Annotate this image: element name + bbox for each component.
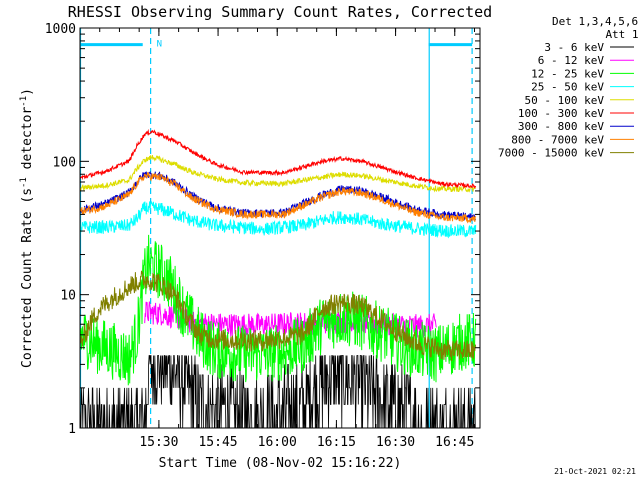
flag-label: N [157, 40, 162, 50]
y-tick-label: 1000 [45, 22, 76, 37]
series-line [79, 128, 477, 189]
x-tick-label: 16:45 [435, 435, 474, 450]
legend-label: 300 - 800 keV [518, 120, 604, 133]
legend-label: 800 - 7000 keV [511, 133, 604, 146]
plot-frame [79, 27, 481, 429]
legend-label: 7000 - 15000 keV [498, 147, 604, 160]
x-tick-label: 15:45 [198, 435, 237, 450]
series-line [79, 355, 476, 429]
legend-label: 3 - 6 keV [544, 41, 604, 54]
x-tick-label: 15:30 [139, 435, 178, 450]
legend-label: 12 - 25 keV [531, 67, 604, 80]
axes: 1 10 100 1000 15:30 15:45 16:00 16:15 16:30 16:45 [45, 22, 480, 450]
series-layer [79, 128, 477, 429]
footer-date: 21-Oct-2021 02:21 [554, 467, 636, 476]
series-line [79, 155, 476, 193]
x-tick-label: 16:15 [317, 435, 356, 450]
legend-label: 6 - 12 keV [538, 54, 605, 67]
legend-header-line-1: Det 1,3,4,5,6,9, [552, 15, 640, 28]
legend-label: 100 - 300 keV [518, 107, 604, 120]
series-line [79, 200, 477, 239]
legend-label: 25 - 50 keV [531, 81, 604, 94]
y-tick-label: 1 [68, 422, 76, 437]
y-tick-label: 10 [60, 289, 76, 304]
series-line [79, 234, 477, 386]
series-line [80, 172, 476, 224]
x-axis-label: Start Time (08-Nov-02 15:16:22) [159, 456, 402, 471]
x-tick-label: 16:30 [376, 435, 415, 450]
y-axis-label: Corrected Count Rate (s-1 detector-1) [19, 88, 35, 368]
chart-title: RHESSI Observing Summary Count Rates, Co… [68, 3, 492, 21]
legend-header-line-2: Att 1 [605, 28, 638, 41]
legend-label: 50 - 100 keV [525, 94, 605, 107]
series-line [79, 270, 477, 362]
y-tick-label: 100 [53, 155, 76, 170]
series-line [79, 170, 477, 222]
x-tick-label: 16:00 [258, 435, 297, 450]
